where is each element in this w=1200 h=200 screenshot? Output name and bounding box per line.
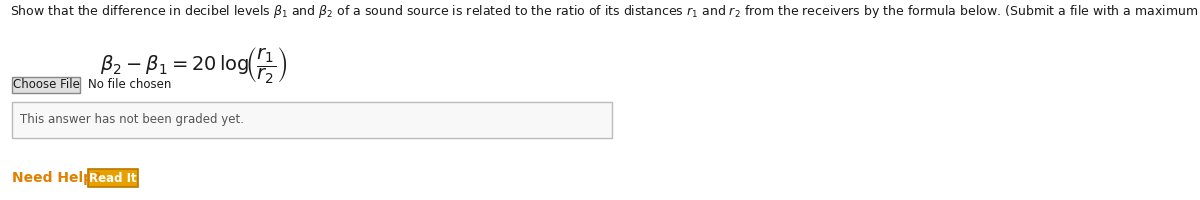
- Text: Show that the difference in decibel levels $\beta_1$ and $\beta_2$ of a sound so: Show that the difference in decibel leve…: [10, 3, 1200, 20]
- Text: Need Help?: Need Help?: [12, 171, 101, 185]
- Text: Read It: Read It: [89, 171, 137, 184]
- FancyBboxPatch shape: [88, 169, 138, 187]
- FancyBboxPatch shape: [12, 102, 612, 138]
- Text: $\beta_2 - \beta_1 = 20\,\mathrm{log}\!\left(\dfrac{r_1}{r_2}\right)$: $\beta_2 - \beta_1 = 20\,\mathrm{log}\!\…: [100, 45, 288, 85]
- Text: No file chosen: No file chosen: [88, 78, 172, 92]
- FancyBboxPatch shape: [12, 77, 80, 93]
- Text: This answer has not been graded yet.: This answer has not been graded yet.: [20, 114, 244, 127]
- Text: Choose File: Choose File: [12, 78, 79, 92]
